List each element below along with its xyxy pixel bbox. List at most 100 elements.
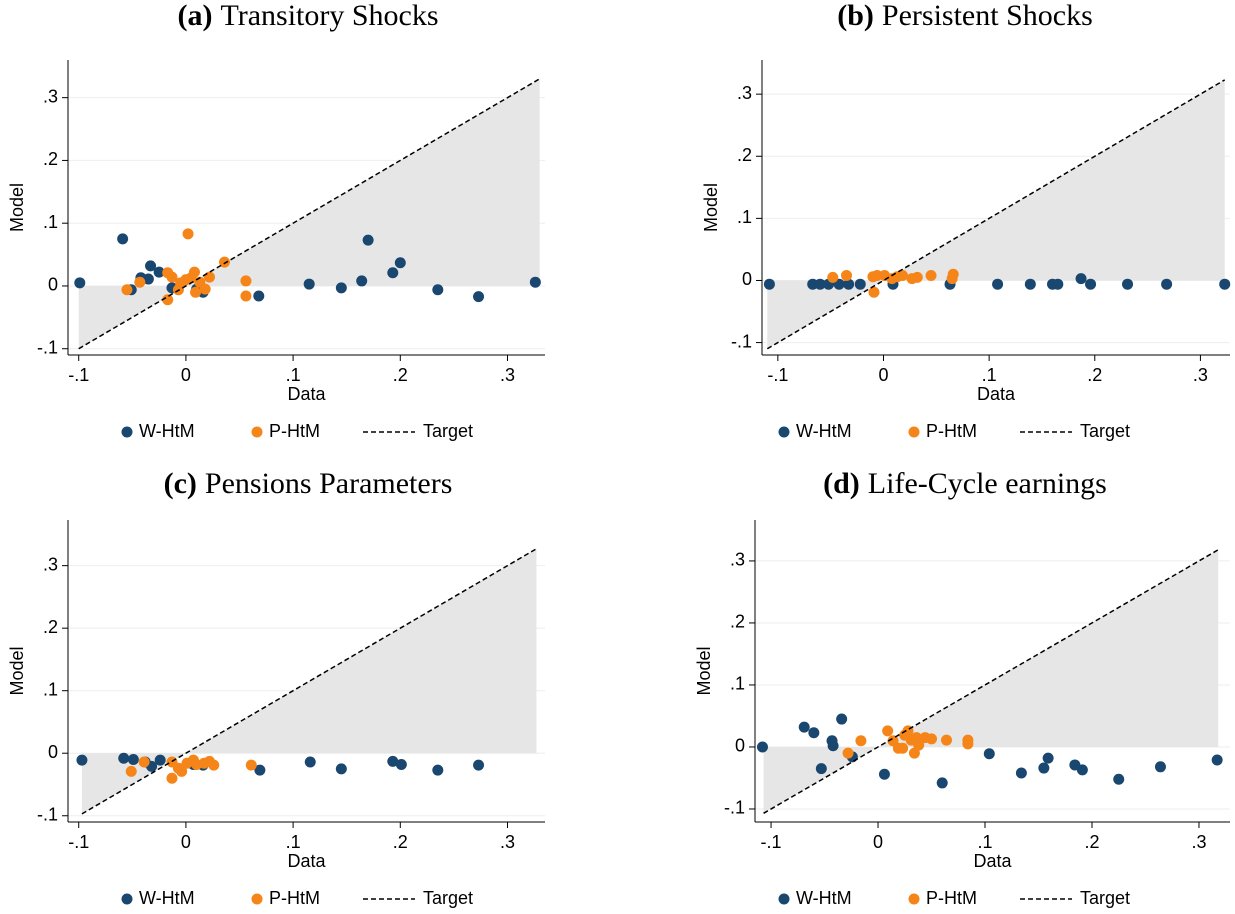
point [936,777,948,789]
point [815,763,827,775]
point [74,277,86,289]
point [190,286,202,298]
point [1211,754,1223,766]
point [253,290,265,302]
title-text: Pensions Parameters [205,467,452,500]
x-tick-label: -.1 [761,832,782,852]
point [814,278,826,290]
point [394,257,406,269]
y-tick-label: .2 [43,617,58,637]
y-axis-label: Model [7,646,27,695]
point [763,278,775,290]
x-tick-label: .1 [978,832,993,852]
y-tick-label: 0 [48,742,58,762]
y-tick-label: .2 [43,149,58,169]
panel: (b) Persistent Shocks -.1 0 .1 .2 .3 -.1 0 .1 .2 .3… [701,0,1231,441]
legend-label: W-HtM [796,421,852,441]
x-tick-label: .3 [500,832,515,852]
y-tick-label: .1 [730,674,745,694]
y-tick-label: 0 [48,275,58,295]
x-tick-label: .1 [982,365,997,385]
point [843,278,855,290]
y-tick-label: .1 [43,212,58,232]
point [134,276,146,288]
x-axis-label: Data [287,851,326,871]
point [756,741,768,753]
point [362,234,374,246]
panel: (c) Pensions Parameters -.1 0 .1 .2 .3 -.1 0 .1 .2… [7,467,545,908]
x-tick-label: -.1 [68,832,89,852]
legend-label: Target [1080,888,1130,908]
point [808,727,820,739]
point [1161,278,1173,290]
point [145,260,157,272]
panel-label: (d) [823,467,860,500]
x-tick-label: .2 [393,832,408,852]
point [1085,278,1097,290]
y-tick-label: -.1 [37,804,58,824]
y-tick-label: -.1 [37,337,58,357]
panel-label: (b) [837,0,874,32]
point [121,284,133,296]
point [1219,278,1231,290]
x-tick-label: .1 [286,832,301,852]
x-tick-label: .1 [286,365,301,385]
point [138,756,150,768]
y-tick-label: .2 [737,145,752,165]
point [254,764,266,776]
point [1015,767,1027,779]
point [153,266,165,278]
point [882,725,894,737]
point [798,721,810,733]
point [1076,764,1088,776]
legend-label: P-HtM [926,888,977,908]
legend-label: Target [423,421,473,441]
x-tick-label: -.1 [68,365,89,385]
point [176,765,188,777]
legend-symbol [251,893,263,905]
x-axis-label: Data [287,384,326,404]
point [387,755,399,767]
point [240,290,252,302]
x-tick-label: 0 [181,832,191,852]
x-tick-label: .2 [1084,832,1099,852]
panel-title: (c) Pensions Parameters [164,467,453,500]
point [335,282,347,294]
point [127,753,139,765]
point [992,278,1004,290]
point [1154,761,1166,773]
point [842,747,854,759]
point [125,765,137,777]
y-tick-label: 0 [735,736,745,756]
legend-label: W-HtM [796,888,852,908]
point [182,228,194,240]
panel-label: (a) [177,0,212,32]
legend-label: W-HtM [139,421,195,441]
title-text: Persistent Shocks [882,0,1093,32]
point [897,270,909,282]
point [908,747,920,759]
point [304,756,316,768]
x-tick-label: .2 [393,365,408,385]
x-tick-label: -.1 [767,365,788,385]
point [925,270,937,282]
point [868,286,880,298]
panel-title: (d) Life-Cycle earnings [823,467,1107,500]
legend-symbol [778,893,790,905]
point [897,742,909,754]
x-tick-label: 0 [181,365,191,385]
x-tick-label: .3 [500,365,515,385]
point [911,271,923,283]
point [118,752,130,764]
panel: (a) Transitory Shocks -.1 0 .1 .2 .3 -.1 0 .1 .2 .3… [7,0,545,441]
y-tick-label: .1 [737,207,752,227]
y-tick-label: -.1 [731,331,752,351]
panel-title: (b) Persistent Shocks [837,0,1093,32]
point [166,271,178,283]
point [395,758,407,770]
point [240,275,252,287]
point [855,735,867,747]
target-shade [81,548,537,814]
legend-label: Target [423,888,473,908]
point [142,273,154,285]
